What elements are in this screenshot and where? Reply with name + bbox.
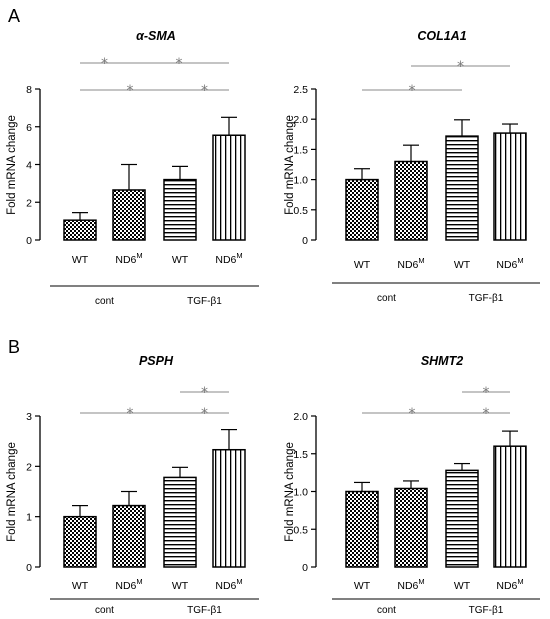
y-tick-label: 1.5: [293, 144, 308, 156]
bar-wt-cont: [345, 178, 379, 241]
y-tick-label: 0.5: [293, 524, 308, 536]
group-label: cont: [377, 605, 396, 616]
y-tick-label: 3: [26, 411, 32, 423]
category-label: WT: [354, 580, 371, 592]
group-label: cont: [95, 605, 114, 616]
category-label: ND6M: [115, 251, 142, 266]
significance-star: *: [127, 406, 134, 422]
y-axis-label: Fold mRNA change: [284, 115, 296, 215]
category-label: ND6M: [115, 577, 142, 592]
chart-title: COL1A1: [417, 29, 466, 43]
significance-star: *: [201, 83, 208, 99]
significance-star: *: [409, 406, 416, 422]
bar-wt-tgf: [445, 469, 479, 568]
significance-star: *: [457, 59, 464, 75]
y-axis-label: Fold mRNA change: [6, 115, 18, 215]
bar-wt-tgf: [163, 476, 197, 568]
y-tick-label: 0: [26, 235, 32, 247]
y-tick-label: 2: [26, 197, 32, 209]
category-label: ND6M: [496, 256, 523, 271]
category-label: WT: [172, 254, 189, 266]
bar-nd6m-cont: [394, 487, 428, 568]
bar-nd6m-cont: [394, 160, 428, 241]
significance-star: *: [409, 83, 416, 99]
chart-col1a1: COL1A1 Fold mRNA change 0 0.5 1.0 1.5 2.0 2.5 WT…: [284, 29, 540, 304]
y-tick-label: 1: [26, 512, 32, 524]
bar-nd6m-tgf: [493, 445, 527, 568]
chart-title: α-SMA: [136, 29, 176, 43]
significance-star: *: [483, 385, 490, 401]
group-label: TGF-β1: [187, 296, 222, 307]
bar-wt-tgf: [445, 135, 479, 241]
chart-title: SHMT2: [421, 354, 463, 368]
y-tick-label: 2.0: [293, 411, 308, 423]
y-tick-label: 0: [302, 235, 308, 247]
bar-wt-cont: [345, 490, 379, 568]
category-label: WT: [454, 580, 471, 592]
group-label: TGF-β1: [469, 605, 504, 616]
panel-label-b: B: [8, 337, 20, 357]
bar-wt-cont: [63, 219, 97, 241]
category-label: ND6M: [397, 577, 424, 592]
y-tick-label: 0: [302, 562, 308, 574]
category-label: WT: [72, 580, 89, 592]
category-label: WT: [172, 580, 189, 592]
y-axis-label: Fold mRNA change: [284, 442, 296, 542]
y-tick-label: 6: [26, 122, 32, 134]
bar-nd6m-cont: [112, 504, 146, 568]
significance-star: *: [201, 406, 208, 422]
bar-nd6m-tgf: [212, 448, 246, 568]
y-tick-label: 2.0: [293, 114, 308, 126]
category-label: WT: [354, 259, 371, 271]
y-tick-label: 1.5: [293, 449, 308, 461]
y-tick-label: 1.0: [293, 487, 308, 499]
category-label: WT: [72, 254, 89, 266]
y-axis-label: Fold mRNA change: [6, 442, 18, 542]
y-tick-label: 0.5: [293, 205, 308, 217]
bar-wt-cont: [63, 515, 97, 568]
y-tick-label: 4: [26, 160, 32, 172]
category-label: ND6M: [496, 577, 523, 592]
y-tick-label: 0: [26, 562, 32, 574]
bar-nd6m-cont: [112, 189, 146, 241]
bar-nd6m-tgf: [493, 132, 527, 241]
chart-title: PSPH: [139, 354, 174, 368]
y-tick-label: 1.0: [293, 175, 308, 187]
panel-label-a: A: [8, 6, 20, 26]
significance-star: *: [101, 56, 108, 72]
bar-wt-tgf: [163, 178, 197, 241]
category-label: ND6M: [215, 251, 242, 266]
category-label: WT: [454, 259, 471, 271]
chart-psph: PSPH Fold mRNA change 0 1 2 3 WT ND6M WT ND6M cont…: [6, 354, 259, 616]
significance-star: *: [176, 56, 183, 72]
y-tick-label: 2.5: [293, 84, 308, 96]
group-label: TGF-β1: [187, 605, 222, 616]
significance-star: *: [483, 406, 490, 422]
category-label: ND6M: [397, 256, 424, 271]
y-tick-label: 8: [26, 84, 32, 96]
bar-nd6m-tgf: [212, 134, 246, 241]
category-label: ND6M: [215, 577, 242, 592]
significance-star: *: [201, 385, 208, 401]
y-tick-label: 2: [26, 461, 32, 473]
chart-alpha-sma: α-SMA Fold mRNA change 0 2 4 6 8 WT ND6M WT ND6M co…: [6, 29, 259, 307]
group-label: TGF-β1: [469, 293, 504, 304]
chart-shmt2: SHMT2 Fold mRNA change 0 0.5 1.0 1.5 2.0 WT ND6M…: [284, 354, 540, 616]
group-label: cont: [377, 293, 396, 304]
significance-star: *: [127, 83, 134, 99]
group-label: cont: [95, 296, 114, 307]
